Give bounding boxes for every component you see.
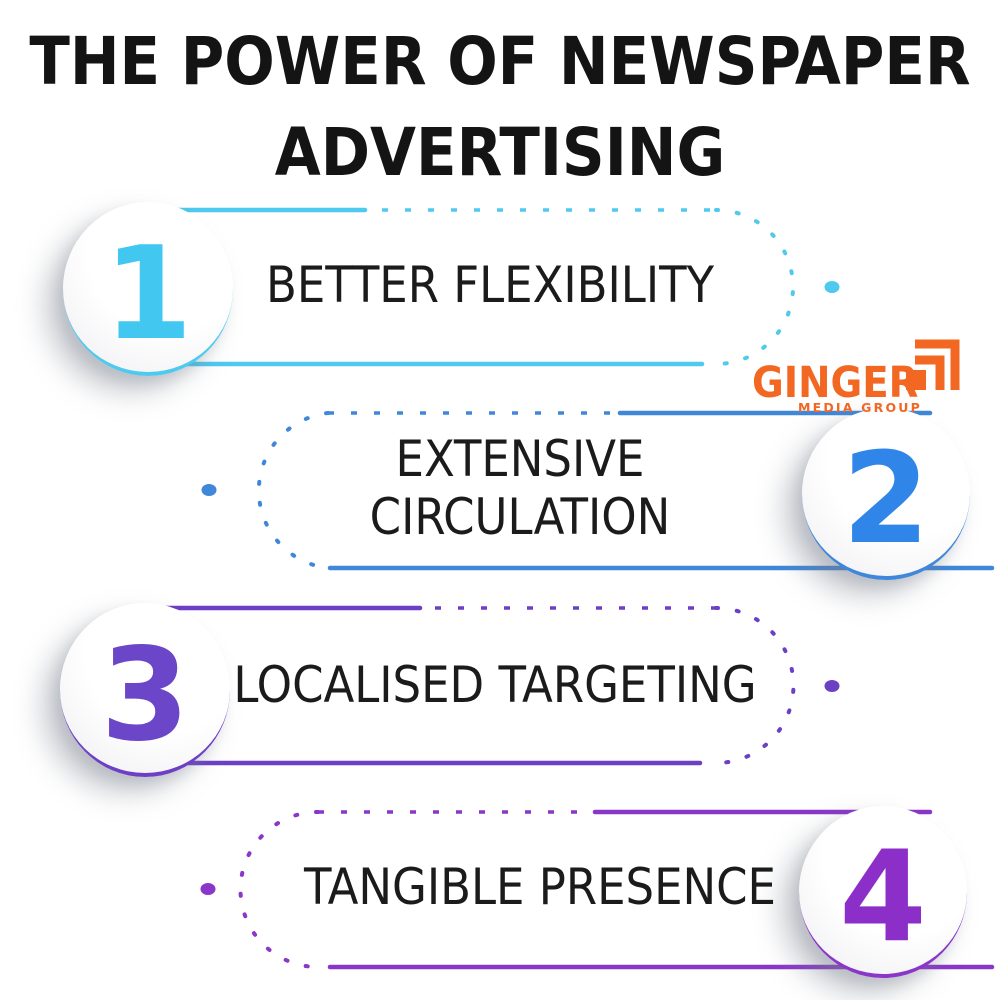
logo-icon-square xyxy=(906,370,926,390)
item-1-number: 1 xyxy=(103,220,192,369)
logo-icon-outer-bracket xyxy=(915,339,960,390)
page-title: THE POWER OF NEWSPAPER ADVERTISING xyxy=(0,16,1000,198)
ginger-media-group-logo: GINGER MEDIA GROUP xyxy=(752,336,968,420)
logo-name: GINGER xyxy=(752,358,919,408)
logo-icon-inner-bracket xyxy=(915,355,945,390)
item-2-label-line2: CIRCULATION xyxy=(369,488,671,546)
item-4-end-dot xyxy=(200,883,216,895)
item-2-number-svg: 2 xyxy=(842,425,930,572)
item-1-label: BETTER FLEXIBILITY xyxy=(265,256,715,314)
page-title-line2: ADVERTISING xyxy=(274,114,726,192)
logo-tagline: MEDIA GROUP xyxy=(797,400,922,415)
item-1-circle: 1 xyxy=(63,202,233,376)
item-2-circle: 2 xyxy=(802,408,970,580)
item-3-number-svg: 3 xyxy=(100,621,189,770)
item-4-circle: 4 xyxy=(799,806,967,978)
item-3-lines xyxy=(137,605,840,766)
item-1-number-svg: 1 xyxy=(103,220,192,369)
item-4-label: TANGIBLE PRESENCE xyxy=(304,858,776,916)
item-4-number: 4 xyxy=(839,823,927,970)
item-4-number-svg: 4 xyxy=(839,823,927,970)
item-2-label-line1: EXTENSIVE xyxy=(395,430,645,488)
item-1-end-dot xyxy=(824,281,840,293)
item-3-number: 3 xyxy=(100,621,189,770)
item-3-end-dot xyxy=(824,680,840,692)
page-title-line1: THE POWER OF NEWSPAPER xyxy=(29,23,971,100)
item-3-circle: 3 xyxy=(60,603,230,777)
ginger-logo-icon xyxy=(906,339,960,390)
item-2-number: 2 xyxy=(842,425,930,572)
item-2-end-dot xyxy=(201,484,217,496)
item-3-label: LOCALISED TARGETING xyxy=(233,656,757,714)
